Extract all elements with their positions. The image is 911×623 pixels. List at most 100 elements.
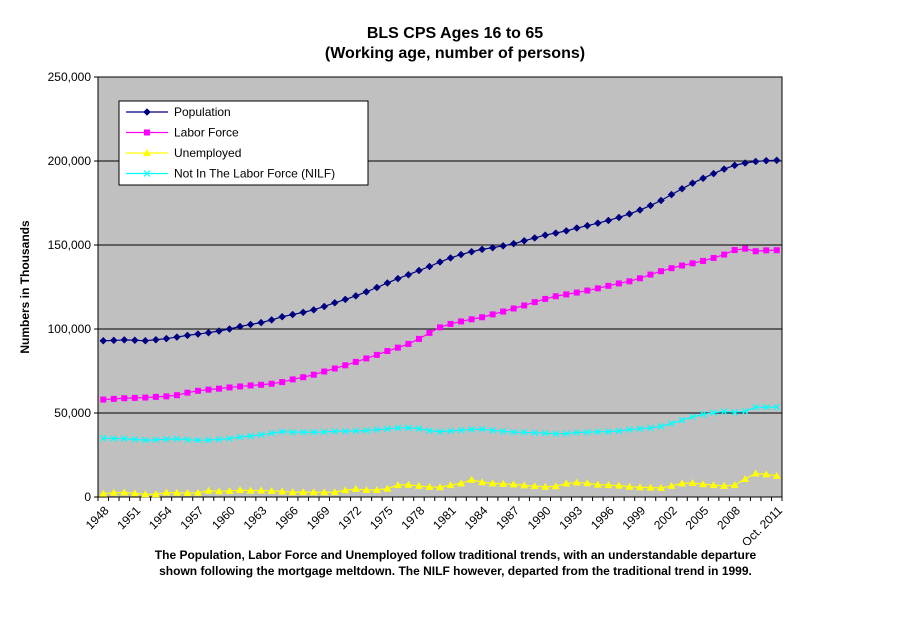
y-tick-label: 100,000 <box>48 322 92 336</box>
population-point <box>404 270 413 279</box>
not-in-the-labor-force-point <box>689 413 696 421</box>
series-unemployed <box>99 469 781 498</box>
labor-force-point <box>647 271 654 278</box>
unemployed-point <box>225 486 234 494</box>
labor-force-point <box>594 285 601 292</box>
labor-force-point <box>258 381 265 388</box>
legend-swatch-marker <box>144 129 150 136</box>
population-point <box>425 262 434 271</box>
labor-force-point <box>710 254 717 261</box>
labor-force-point <box>605 282 612 289</box>
not-in-the-labor-force-point <box>173 435 181 443</box>
unemployed-point <box>446 481 455 489</box>
population-point <box>341 295 350 304</box>
unemployed-point <box>720 481 729 489</box>
legend: Population Labor Force Unemployed Not In Th… <box>118 100 369 186</box>
unemployed-point <box>699 480 708 488</box>
labor-force-point <box>510 305 517 312</box>
unemployed-point <box>351 484 360 492</box>
unemployed-point <box>709 481 718 489</box>
legend-swatch-marker <box>143 170 151 177</box>
not-in-the-labor-force-point <box>752 403 760 411</box>
x-tick-label: 1966 <box>272 503 301 532</box>
labor-force-point <box>668 265 675 272</box>
labor-force-point <box>216 385 223 392</box>
unemployed-point <box>414 481 423 489</box>
population-point <box>152 335 160 344</box>
labor-force-point <box>573 289 580 296</box>
unemployed-point <box>678 479 687 487</box>
unemployed-point <box>667 481 676 489</box>
unemployed-point <box>478 478 487 486</box>
not-in-the-labor-force-point <box>457 426 465 434</box>
population-point <box>225 325 234 333</box>
population-point <box>215 327 223 335</box>
not-in-the-labor-force-point <box>468 426 475 433</box>
legend-swatch-marker <box>143 149 151 156</box>
labor-force-point <box>752 248 759 255</box>
not-in-the-labor-force-point <box>320 428 328 436</box>
legend-box <box>118 100 369 186</box>
not-in-the-labor-force-point <box>257 431 265 439</box>
labor-force-point <box>731 247 738 254</box>
population-point <box>688 179 697 188</box>
not-in-the-labor-force-point <box>426 427 433 435</box>
x-tick-label: 1978 <box>399 503 428 532</box>
population-point <box>530 234 539 242</box>
labor-force-point <box>689 260 696 267</box>
not-in-the-labor-force-point <box>541 429 549 437</box>
x-tick-label: 1957 <box>178 503 207 532</box>
not-in-the-labor-force-point <box>289 428 297 436</box>
unemployed-point <box>141 490 150 498</box>
not-in-the-labor-force-point <box>573 429 581 436</box>
unemployed-point <box>572 478 581 486</box>
not-in-the-labor-force-point <box>362 427 370 434</box>
population-point <box>246 320 255 329</box>
not-in-the-labor-force-point <box>152 436 160 444</box>
x-tick-label: Oct. 2011 <box>739 503 785 545</box>
population-point <box>720 165 728 173</box>
not-in-the-labor-force-point <box>373 426 381 434</box>
labor-force-point <box>721 251 728 258</box>
labor-force-point <box>321 368 328 375</box>
x-tick-label: 1999 <box>619 503 648 532</box>
axes <box>97 77 782 498</box>
x-tick-label: 1960 <box>209 503 238 532</box>
not-in-the-labor-force-point <box>762 403 770 411</box>
caption-line-2: shown following the mortgage meltdown. T… <box>159 564 752 578</box>
unemployed-point <box>530 482 539 490</box>
population-point <box>772 156 781 165</box>
population-point <box>109 336 118 345</box>
unemployed-point <box>488 479 497 487</box>
not-in-the-labor-force-point <box>531 429 539 437</box>
population-point <box>236 322 244 331</box>
population-point <box>467 247 476 256</box>
unemployed-point <box>604 481 613 489</box>
not-in-the-labor-force-point <box>583 428 591 436</box>
labor-force-point <box>773 247 780 254</box>
caption-line-1: The Population, Labor Force and Unemploy… <box>154 548 757 562</box>
labor-force-point <box>194 387 201 394</box>
unemployed-point <box>257 486 266 494</box>
unemployed-point <box>562 479 571 487</box>
unemployed-point <box>162 488 171 496</box>
not-in-the-labor-force-point <box>162 435 170 443</box>
series-labor-force <box>100 245 780 403</box>
unemployed-point <box>762 470 771 478</box>
not-in-the-labor-force-point <box>678 416 686 424</box>
population-point <box>593 219 602 228</box>
unemployed-point <box>172 488 181 496</box>
labor-force-point <box>415 335 422 342</box>
unemployed-point <box>99 489 108 497</box>
unemployed-point <box>309 488 318 496</box>
not-in-the-labor-force-point <box>278 428 286 436</box>
x-tick-label: 2005 <box>683 503 712 532</box>
unemployed-point <box>246 486 255 494</box>
population-point <box>562 227 571 235</box>
x-tick-label: 1996 <box>588 503 617 532</box>
labor-force-point <box>679 262 686 269</box>
unemployed-point <box>656 483 665 491</box>
not-in-the-labor-force-point <box>710 409 718 417</box>
population-point <box>509 239 518 248</box>
unemployed-point <box>646 483 655 491</box>
